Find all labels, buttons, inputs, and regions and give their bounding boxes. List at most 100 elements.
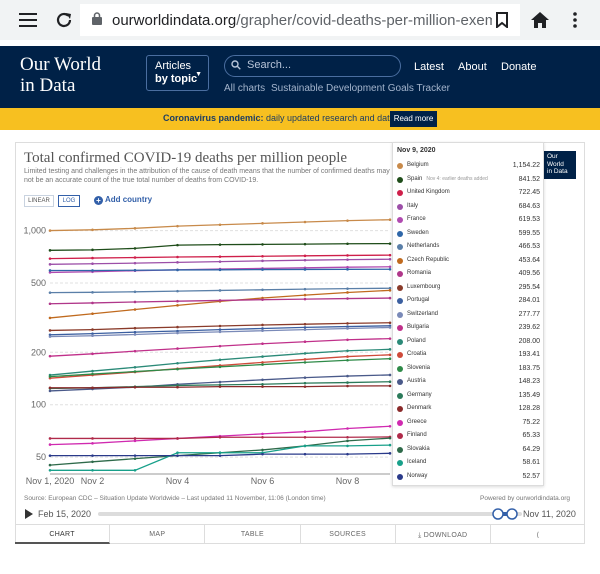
data-point — [133, 454, 137, 457]
powered-by-link[interactable]: Powered by ourworldindata.org — [480, 495, 570, 502]
data-point — [388, 373, 392, 377]
chart-tabs: CHART MAP TABLE SOURCES ⤓ DOWNLOAD ⟨ — [15, 524, 585, 544]
tab-chart[interactable]: CHART — [15, 525, 111, 544]
data-point — [303, 385, 307, 388]
tooltip-country: Austria — [407, 378, 426, 384]
data-point — [91, 228, 94, 232]
tooltip-row: Czech Republic 453.64 — [397, 256, 542, 269]
data-point — [346, 291, 349, 294]
tooltip-row: Bulgaria 239.62 — [397, 323, 542, 336]
search-input[interactable]: Search... — [224, 55, 401, 77]
tooltip-country: Portugal — [407, 297, 430, 303]
tooltip-row: Sweden 599.55 — [397, 229, 542, 242]
data-point — [388, 384, 392, 388]
sdg-tracker-link[interactable]: Sustainable Development Goals Tracker — [271, 83, 450, 94]
data-point — [346, 322, 349, 325]
data-point — [133, 268, 137, 272]
tab-table[interactable]: TABLE — [205, 525, 301, 544]
tooltip-country: Croatia — [407, 351, 427, 357]
site-logo[interactable]: Our World in Data — [20, 54, 101, 96]
reload-icon[interactable] — [52, 8, 76, 32]
x-tick-label: Nov 2 — [81, 476, 105, 486]
data-point — [388, 452, 392, 455]
add-country-button[interactable]: + Add country — [94, 195, 152, 205]
data-point — [388, 424, 392, 428]
data-point — [176, 255, 179, 259]
data-point — [303, 220, 307, 224]
data-point — [218, 328, 222, 331]
data-point — [261, 327, 264, 330]
data-point — [261, 385, 264, 388]
tooltip-value: 75.22 — [522, 418, 540, 426]
chevron-down-icon: ▼ — [195, 71, 202, 78]
data-point — [346, 338, 349, 342]
read-more-button[interactable]: Read more — [390, 111, 437, 127]
legend-swatch — [397, 338, 403, 345]
legend-swatch — [397, 446, 403, 453]
data-point — [388, 218, 392, 222]
tab-map[interactable]: MAP — [110, 525, 206, 544]
all-charts-link[interactable]: All charts — [224, 83, 266, 94]
nav-donate[interactable]: Donate — [501, 61, 537, 73]
data-point — [303, 340, 307, 344]
play-icon[interactable] — [24, 509, 34, 519]
data-point — [48, 469, 52, 472]
nav-latest[interactable]: Latest — [414, 61, 444, 73]
data-point — [346, 242, 349, 246]
tab-sources[interactable]: SOURCES — [301, 525, 396, 544]
data-point — [261, 435, 264, 439]
timeline-start-handle[interactable] — [492, 508, 504, 520]
tooltip-country: France — [407, 216, 426, 222]
tab-download[interactable]: ⤓ DOWNLOAD — [396, 525, 491, 544]
legend-swatch — [397, 352, 403, 358]
data-point — [133, 370, 137, 373]
data-point — [91, 301, 94, 305]
tooltip-row: Denmark 128.28 — [397, 404, 542, 417]
legend-swatch — [397, 203, 403, 210]
more-vert-icon[interactable] — [563, 8, 587, 32]
timeline-end-handle[interactable] — [506, 508, 518, 520]
series-line-czech-republic[interactable] — [49, 289, 391, 319]
linear-scale-button[interactable]: LINEAR — [24, 195, 54, 207]
tooltip-country: Czech Republic — [407, 256, 450, 263]
legend-swatch — [397, 298, 403, 304]
tooltip-country: Slovakia — [407, 445, 430, 452]
timeline-slider[interactable] — [98, 506, 522, 522]
data-point — [303, 361, 307, 364]
legend-swatch — [397, 379, 403, 385]
bookmark-icon[interactable] — [490, 8, 514, 32]
tooltip-row: United Kingdom 722.45 — [397, 188, 542, 201]
tooltip-row: Finland 65.33 — [397, 431, 542, 444]
home-icon[interactable] — [528, 8, 552, 32]
legend-swatch — [397, 284, 403, 291]
data-point — [91, 332, 94, 335]
timeline-end-date: Nov 11, 2020 — [523, 509, 576, 519]
log-scale-button[interactable]: LOG — [58, 195, 80, 207]
tooltip-value: 135.49 — [518, 391, 540, 399]
tab-share[interactable]: ⟨ — [491, 525, 585, 544]
data-point — [346, 381, 349, 384]
articles-by-topic-button[interactable]: Articles by topic ▼ — [146, 55, 209, 91]
data-point — [388, 380, 392, 384]
exemplars-label: EXEMPLARS — [542, 175, 571, 180]
data-point — [133, 349, 137, 353]
data-point — [346, 444, 349, 448]
data-point — [218, 454, 222, 457]
series-line-iceland[interactable] — [50, 444, 391, 471]
tooltip-row: Italy 684.63 — [397, 202, 542, 215]
hamburger-menu-icon[interactable] — [16, 8, 40, 32]
data-point — [218, 385, 222, 388]
x-tick-label: Nov 6 — [251, 476, 275, 486]
tooltip-row: Belgium 1,154.22 — [397, 161, 542, 174]
data-point — [176, 347, 179, 350]
legend-swatch — [397, 460, 403, 466]
data-point — [346, 297, 349, 300]
data-point — [176, 243, 179, 247]
nav-about[interactable]: About — [458, 61, 487, 73]
data-point — [346, 384, 349, 388]
address-bar[interactable]: ourworldindata.org/grapher/covid-deaths-… — [80, 4, 520, 36]
data-point — [176, 384, 179, 387]
data-point — [388, 253, 392, 257]
data-point — [261, 378, 264, 382]
data-point — [303, 268, 307, 271]
